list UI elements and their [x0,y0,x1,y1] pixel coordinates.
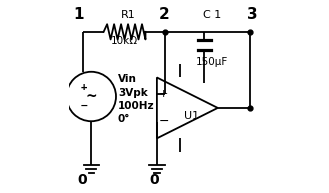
Text: −: − [80,101,87,111]
Text: Vin: Vin [118,74,137,84]
Text: 3Vpk: 3Vpk [118,88,148,98]
Text: −: − [158,115,169,128]
Text: 100Hz: 100Hz [118,101,155,111]
Text: 0: 0 [149,173,159,187]
Text: R1: R1 [121,10,136,20]
Text: U1: U1 [184,111,199,120]
Text: 0: 0 [77,173,87,187]
Text: C 1: C 1 [203,10,221,20]
Text: ~: ~ [86,90,97,103]
Text: +: + [81,82,87,92]
Text: 10kΩ: 10kΩ [111,36,138,46]
Text: 2: 2 [159,7,170,22]
Text: 0°: 0° [118,114,130,124]
Text: 1: 1 [74,7,84,22]
Text: +: + [159,89,168,99]
Text: 3: 3 [247,7,257,22]
Text: 150μF: 150μF [196,57,228,67]
